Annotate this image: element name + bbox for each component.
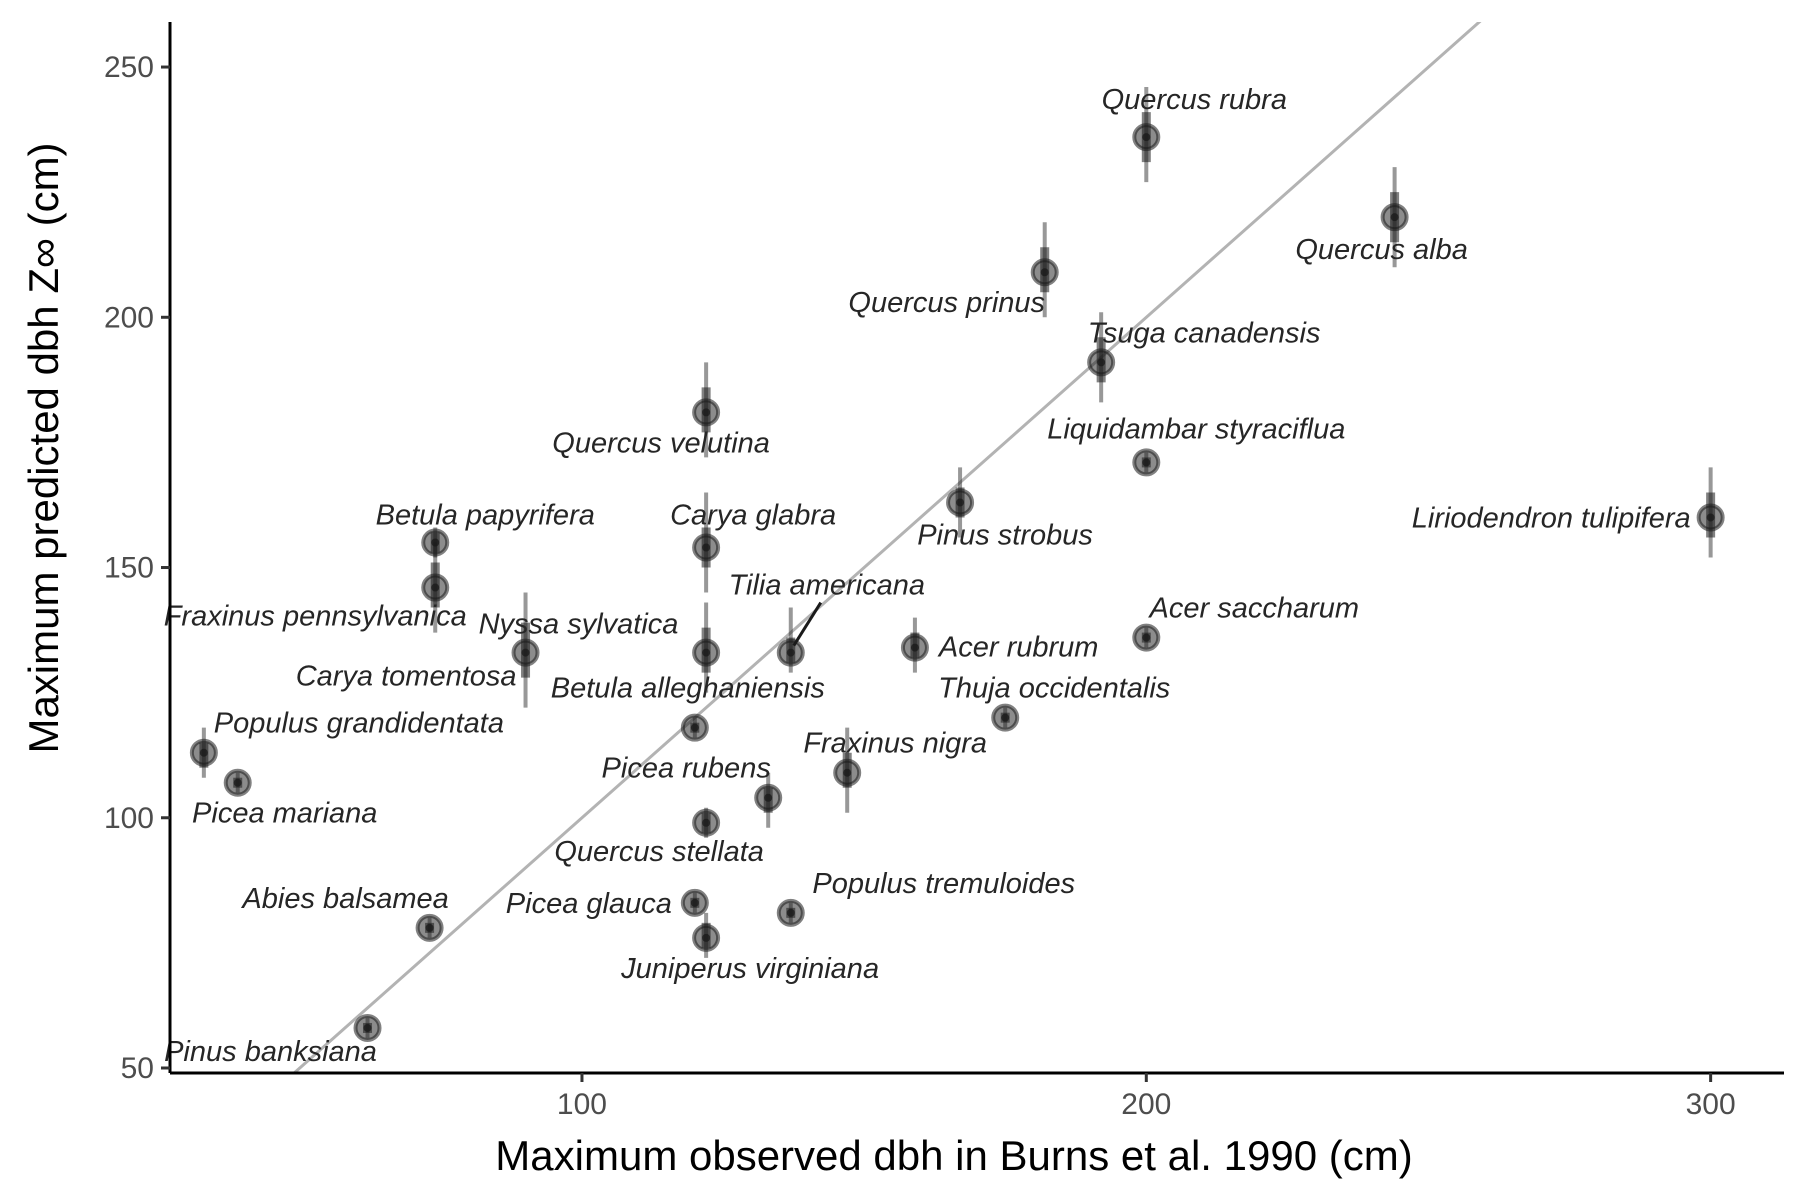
point-label-juniperus-virginiana: Juniperus virginiana	[620, 953, 879, 985]
point-core-populus-grandidentata	[199, 748, 208, 757]
x-axis-title: Maximum observed dbh in Burns et al. 199…	[495, 1132, 1412, 1179]
point-label-betula-alleghaniensis: Betula alleghaniensis	[551, 673, 825, 705]
point-core-carya-glabra	[702, 543, 711, 552]
point-core-pinus-strobus	[956, 498, 965, 507]
point-label-carya-tomentosa: Carya tomentosa	[296, 661, 517, 693]
point-label-liriodendron-tulipifera: Liriodendron tulipifera	[1412, 502, 1691, 534]
point-label-liquidambar-styraciflua: Liquidambar styraciflua	[1047, 413, 1345, 445]
point-core-acer-saccharum	[1142, 633, 1151, 642]
point-core-fraxinus-nigra	[843, 768, 852, 777]
point-core-pinus-banksiana	[363, 1023, 372, 1032]
point-core-acer-rubrum	[910, 643, 919, 652]
x-tick-label-300: 300	[1686, 1088, 1736, 1121]
point-core-betula-alleghaniensis	[690, 723, 699, 732]
point-label-fraxinus-nigra: Fraxinus nigra	[803, 728, 987, 760]
point-core-abies-balsamea	[425, 923, 434, 932]
point-label-populus-tremuloides: Populus tremuloides	[812, 868, 1075, 900]
point-core-liriodendron-tulipifera	[1706, 513, 1715, 522]
y-tick-label-250: 250	[104, 51, 154, 84]
point-label-thuja-occidentalis: Thuja occidentalis	[938, 673, 1170, 705]
point-label-picea-glauca: Picea glauca	[506, 888, 672, 920]
y-tick-label-150: 150	[104, 552, 154, 585]
point-label-quercus-stellata: Quercus stellata	[554, 836, 764, 868]
point-core-picea-mariana	[233, 778, 242, 787]
x-tick-label-100: 100	[557, 1088, 607, 1121]
point-core-quercus-prinus	[1040, 268, 1049, 277]
point-label-populus-grandidentata: Populus grandidentata	[214, 708, 504, 740]
point-label-pinus-banksiana: Pinus banksiana	[164, 1036, 377, 1068]
point-core-picea-glauca	[690, 898, 699, 907]
point-core-nyssa-sylvatica	[521, 648, 530, 657]
point-core-betula-papyrifera	[431, 538, 440, 547]
y-tick-label-50: 50	[121, 1052, 154, 1085]
point-layer	[189, 123, 1725, 1042]
point-core-tsuga-canadensis	[1097, 358, 1106, 367]
point-label-picea-rubens: Picea rubens	[602, 753, 771, 785]
point-core-picea-rubens	[764, 793, 773, 802]
point-label-quercus-prinus: Quercus prinus	[848, 287, 1045, 319]
point-label-layer: Quercus rubra Quercus alba Quercus prinus T…	[164, 84, 1691, 1068]
point-label-abies-balsamea: Abies balsamea	[240, 883, 448, 915]
y-tick-label-200: 200	[104, 301, 154, 334]
point-core-quercus-stellata	[702, 818, 711, 827]
point-label-pinus-strobus: Pinus strobus	[917, 519, 1093, 551]
point-label-quercus-velutina: Quercus velutina	[552, 427, 770, 459]
point-label-picea-mariana: Picea mariana	[192, 798, 377, 830]
point-core-quercus-rubra	[1142, 133, 1151, 142]
y-tick-label-100: 100	[104, 802, 154, 835]
point-label-acer-saccharum: Acer saccharum	[1148, 593, 1360, 625]
point-label-fraxinus-pennsylvanica: Fraxinus pennsylvanica	[164, 601, 467, 633]
point-core-carya-tomentosa	[702, 648, 711, 657]
point-core-fraxinus-pennsylvanica	[431, 583, 440, 592]
point-core-liquidambar-styraciflua	[1142, 458, 1151, 467]
point-label-nyssa-sylvatica: Nyssa sylvatica	[479, 609, 679, 641]
point-core-quercus-velutina	[702, 408, 711, 417]
axis-layer: 50 100 150 200 250 100 200 300	[104, 22, 1784, 1121]
point-core-tilia-americana	[786, 648, 795, 657]
point-core-populus-tremuloides	[786, 908, 795, 917]
reference-line-layer	[291, 22, 1482, 1073]
point-label-tilia-americana: Tilia americana	[729, 570, 925, 602]
point-core-juniperus-virginiana	[702, 933, 711, 942]
x-tick-label-200: 200	[1121, 1088, 1171, 1121]
point-label-tsuga-canadensis: Tsuga canadensis	[1088, 317, 1321, 349]
reference-line-1to1	[291, 22, 1482, 1073]
point-label-acer-rubrum: Acer rubrum	[937, 632, 1099, 664]
y-axis-title: Maximum predicted dbh Z∞ (cm)	[20, 142, 67, 753]
label-leader-tilia-americana	[792, 601, 823, 647]
point-label-betula-papyrifera: Betula papyrifera	[376, 499, 595, 531]
point-core-quercus-alba	[1390, 213, 1399, 222]
point-label-carya-glabra: Carya glabra	[670, 500, 836, 532]
point-core-thuja-occidentalis	[1001, 713, 1010, 722]
point-label-quercus-rubra: Quercus rubra	[1102, 84, 1287, 116]
point-label-quercus-alba: Quercus alba	[1295, 234, 1468, 266]
